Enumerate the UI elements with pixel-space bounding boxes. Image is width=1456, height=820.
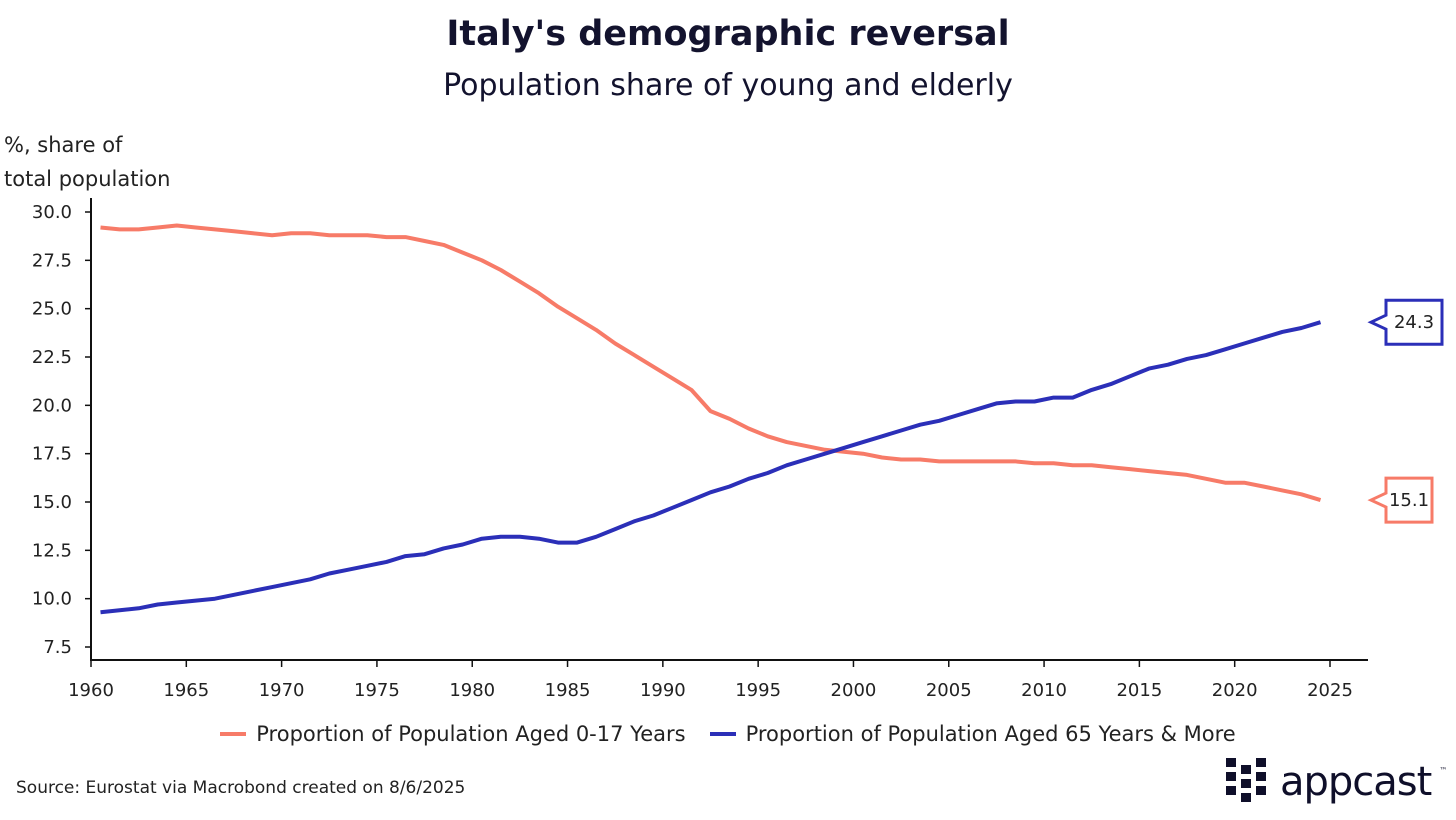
legend-label-elderly: Proportion of Population Aged 65 Years &…: [745, 722, 1236, 746]
x-tick-label: 1965: [163, 680, 209, 701]
legend-label-young: Proportion of Population Aged 0-17 Years: [256, 722, 686, 746]
logo-text: appcast: [1280, 759, 1432, 805]
y-axis-label-line-2: total population: [4, 167, 171, 191]
x-tick-label: 2005: [926, 680, 972, 701]
y-axis-label: %, share of total population: [4, 128, 170, 196]
x-tick-label: 1970: [259, 680, 305, 701]
x-tick-label: 2025: [1307, 680, 1353, 701]
x-tick-label: 2015: [1116, 680, 1162, 701]
x-tick-label: 2000: [831, 680, 877, 701]
appcast-logo: appcast ™: [1226, 758, 1447, 806]
series-line-elderly: [100, 320, 1322, 615]
logo-mark-icon: [1226, 758, 1266, 802]
x-tick-label: 2010: [1021, 680, 1067, 701]
logo-tm: ™: [1439, 766, 1448, 775]
y-tick-label: 30.0: [32, 202, 72, 223]
y-tick-label: 15.0: [32, 492, 72, 513]
y-tick-label: 25.0: [32, 299, 72, 320]
x-tick-label: 1975: [354, 680, 400, 701]
y-tick-label: 27.5: [32, 250, 72, 271]
y-tick-label: 17.5: [32, 444, 72, 465]
plot-area: 7.5 10.0 12.5 15.0 17.5 20.0 22.5 25.0 27.5 30.0 1…: [32, 198, 1444, 701]
chart-subtitle: Population share of young and elderly: [443, 68, 1013, 103]
y-tick-label: 7.5: [43, 637, 72, 658]
legend-item-elderly: Proportion of Population Aged 65 Years &…: [709, 722, 1236, 746]
y-tick-label: 20.0: [32, 395, 72, 416]
x-tick-label: 1990: [640, 680, 686, 701]
legend-swatch-elderly: [709, 732, 736, 736]
y-tick-label: 10.0: [32, 589, 72, 610]
x-tick-label: 1980: [449, 680, 495, 701]
chart-title: Italy's demographic reversal: [446, 14, 1010, 54]
end-value-callout: [1367, 476, 1434, 524]
end-value-callout: [1367, 298, 1444, 346]
series-line-young: [100, 223, 1322, 503]
y-tick-label: 22.5: [32, 347, 72, 368]
x-tick-label: 1985: [545, 680, 591, 701]
source-note: Source: Eurostat via Macrobond created o…: [16, 778, 466, 798]
x-tick-label: 1960: [68, 680, 114, 701]
y-tick-label: 12.5: [32, 540, 72, 561]
legend-item-young: Proportion of Population Aged 0-17 Years: [220, 722, 686, 746]
end-value-label: 24.3: [1394, 312, 1434, 333]
legend: Proportion of Population Aged 0-17 Years…: [0, 722, 1456, 746]
x-tick-label: 1995: [735, 680, 781, 701]
end-value-label: 15.1: [1389, 490, 1429, 511]
x-tick-label: 2020: [1212, 680, 1258, 701]
y-axis-label-line-1: %, share of: [4, 133, 123, 157]
legend-swatch-young: [220, 732, 247, 736]
